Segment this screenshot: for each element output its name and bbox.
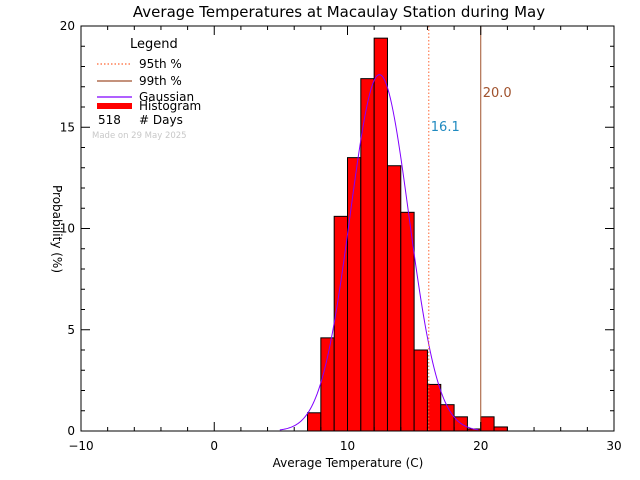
histogram-bar-14 — [493, 426, 508, 432]
histogram-bar-8 — [413, 349, 428, 432]
x-tick-label: 0 — [210, 439, 218, 453]
x-tick-label: −10 — [68, 439, 93, 453]
percentile-label-1: 20.0 — [483, 86, 512, 101]
y-axis-label: Probability (%) — [50, 185, 64, 273]
x-tick-label: 20 — [473, 439, 488, 453]
chart-title: Average Temperatures at Macaulay Station… — [133, 3, 545, 21]
histogram-bar-9 — [426, 383, 442, 432]
histogram-bar-0 — [307, 412, 322, 432]
x-axis-label: Average Temperature (C) — [273, 456, 424, 470]
y-tick-label: 10 — [60, 222, 75, 236]
legend-99th-label: 99th % — [139, 74, 182, 88]
y-tick-label: 5 — [67, 323, 75, 337]
legend-histogram-label: Histogram — [139, 99, 201, 113]
histogram-bar-4 — [360, 78, 375, 432]
y-tick-label: 20 — [60, 19, 75, 33]
legend-gaussian-label: Gaussian — [139, 90, 194, 104]
legend-95th-label: 95th % — [139, 57, 182, 71]
histogram-bar-3 — [347, 157, 362, 432]
made-on-note: Made on 29 May 2025 — [92, 131, 187, 141]
legend-days-count: 518 — [98, 113, 121, 127]
legend: Legend 95th % 99th % Gaussian Histogram … — [92, 37, 201, 141]
histogram-bar-13 — [480, 416, 495, 432]
gaussian-curve — [279, 74, 479, 431]
x-tick-label: 30 — [606, 439, 621, 453]
legend-title: Legend — [130, 37, 178, 52]
histogram-bar-7 — [400, 211, 415, 432]
histogram-bar-6 — [386, 165, 402, 432]
percentile-label-0: 16.1 — [431, 120, 460, 135]
histogram-bar-5 — [373, 37, 388, 432]
histogram-bar-10 — [440, 404, 455, 432]
y-tick-label: 0 — [67, 424, 75, 438]
y-tick-label: 15 — [60, 120, 75, 134]
x-tick-label: 10 — [340, 439, 355, 453]
legend-days-label: # Days — [139, 113, 183, 127]
histogram-bar-1 — [320, 337, 335, 432]
